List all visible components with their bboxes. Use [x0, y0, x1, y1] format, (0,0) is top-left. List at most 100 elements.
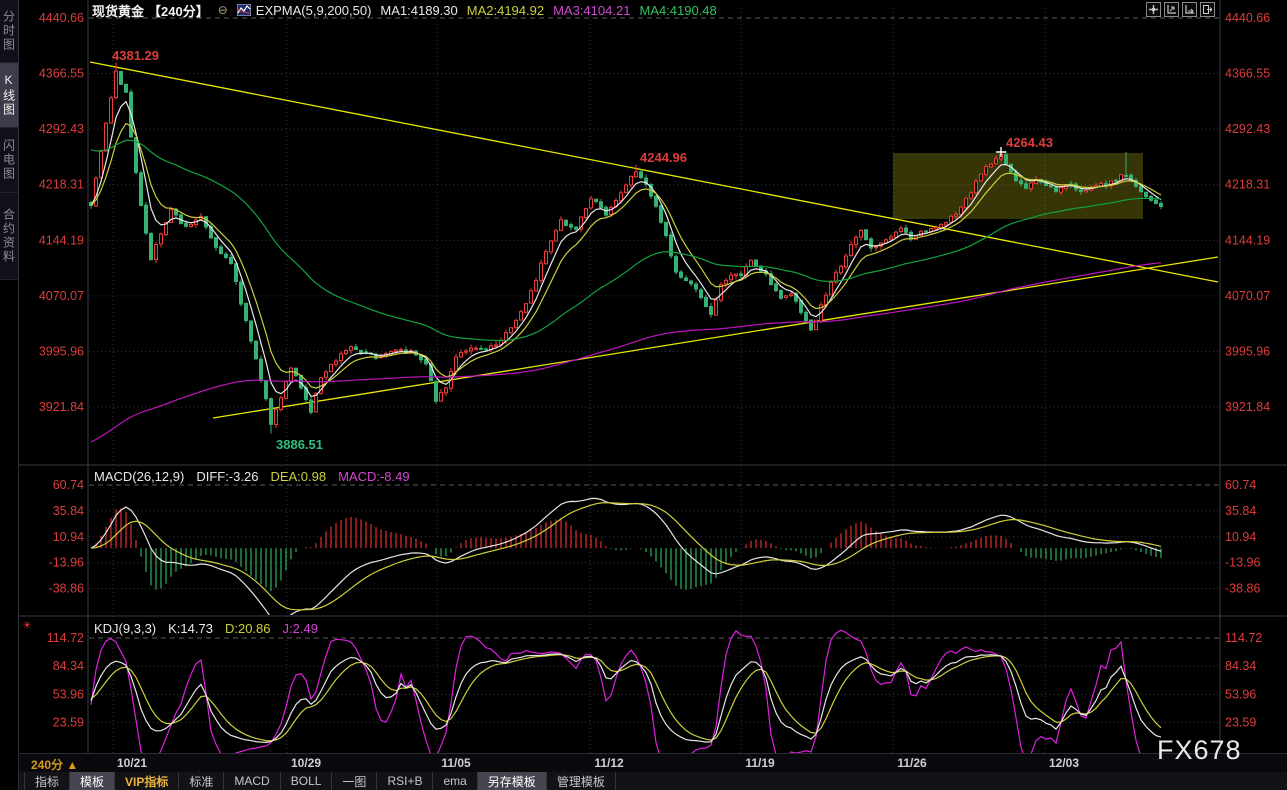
price-axis-label: 4070.07	[1225, 289, 1270, 303]
price-axis-label: 60.74	[1225, 478, 1256, 492]
price-axis-label: 4366.55	[1225, 67, 1270, 81]
macd-panel-header: MACD(26,12,9) DIFF:-3.26 DEA:0.98 MACD:-…	[94, 469, 410, 484]
price-axis-label: 4218.31	[1225, 178, 1270, 192]
price-annotation: 4264.43	[1006, 135, 1053, 150]
candlesticks[interactable]	[89, 62, 1163, 434]
x-axis-label: 11/26	[897, 756, 927, 770]
price-axis-label: 4292.43	[39, 122, 84, 136]
period-dropdown-arrow-icon: ▲	[66, 758, 79, 772]
price-axis-label: 3921.84	[1225, 400, 1270, 414]
toolbar-tab-manage-template[interactable]: 管理模板	[547, 772, 616, 790]
kdj-plot	[90, 629, 1162, 753]
toolbar-tab-macd[interactable]: MACD	[224, 772, 281, 790]
gridlines	[19, 0, 1287, 753]
price-axis-label: 53.96	[53, 687, 84, 701]
trendlines[interactable]	[89, 61, 1219, 419]
symbol-name: 现货黄金	[92, 3, 145, 19]
toolbar-tab-vip-indicator[interactable]: VIP指标	[115, 772, 180, 790]
toolbar-tab-boll[interactable]: BOLL	[281, 772, 333, 790]
ma4-value: MA4:4190.48	[639, 2, 717, 18]
chart-header: 现货黄金 【240分】 ⊖ EXPMA(5,9,200,50) MA1:4189…	[92, 1, 717, 19]
price-axis-label: 10.94	[1225, 530, 1256, 544]
x-axis-label: 12/03	[1048, 756, 1080, 770]
chart-tools	[1146, 2, 1215, 17]
play-axes-icon[interactable]	[1182, 2, 1197, 17]
price-axis-label: 114.72	[1225, 631, 1262, 645]
toolbar-tab-onechart[interactable]: 一图	[332, 772, 378, 790]
price-axis-label: 4440.66	[1225, 11, 1270, 25]
toolbar-tab-rsib[interactable]: RSI+B	[377, 772, 434, 790]
price-axis-label: 114.72	[47, 631, 84, 645]
price-axis-label: 3921.84	[39, 400, 84, 414]
indicator-settings-icon[interactable]: ☀	[22, 620, 32, 632]
ma3-value: MA3:4104.21	[553, 2, 631, 18]
price-annotation: 3886.51	[276, 437, 323, 452]
time-axis: 240分 ▲ 10/21 10/29 11/05 11/12 11/19 11/26 12/…	[19, 753, 1287, 773]
toolbar-tab-template[interactable]: 模板	[70, 772, 116, 790]
price-axis-label: 53.96	[1225, 687, 1256, 701]
price-axis-label: 4144.19	[1225, 233, 1270, 247]
macd-hist-value: MACD:-8.49	[338, 469, 410, 484]
x-axis-label: 11/19	[745, 756, 775, 770]
price-axis-label: -38.86	[49, 582, 84, 596]
macd-diff-value: DIFF:-3.26	[196, 469, 259, 484]
price-axis-label: 3995.96	[39, 344, 84, 358]
toolbar-tab-ema[interactable]: ema	[433, 772, 478, 790]
macd-plot	[90, 497, 1162, 615]
indicator-name[interactable]: EXPMA(5,9,200,50)	[255, 2, 372, 18]
price-annotation: 4381.29	[112, 48, 159, 63]
price-annotation: 4244.96	[640, 150, 687, 165]
toolbar-tab-save-template[interactable]: 另存模板	[477, 772, 547, 790]
sidebar-filler	[0, 280, 18, 790]
exit-chart-icon[interactable]	[1200, 2, 1215, 17]
price-axis-label: 4144.19	[39, 233, 84, 247]
kdj-k-value: K:14.73	[168, 621, 213, 636]
kdj-d-value: D:20.86	[224, 621, 271, 636]
chart-type-sidebar: 分时图 K线图 闪电图 合约资料	[0, 0, 19, 790]
collapse-icon[interactable]: ⊖	[217, 3, 228, 17]
price-axis-label: 4218.31	[39, 178, 84, 192]
price-axis-label: 4070.07	[39, 289, 84, 303]
fx678-watermark: FX678	[1157, 735, 1242, 765]
mini-chart-icon	[236, 4, 251, 16]
price-axis-label: -13.96	[49, 556, 84, 570]
ma1-value: MA1:4189.30	[380, 2, 458, 18]
price-axis-label: 4440.66	[39, 11, 84, 25]
sidebar-tab-kline[interactable]: K线图	[0, 63, 18, 128]
price-axis-label: 35.84	[1225, 504, 1256, 518]
peak-cross-marker	[996, 147, 1006, 157]
macd-dea-value: DEA:0.98	[270, 469, 327, 484]
price-axis-label: 4292.43	[1225, 122, 1270, 136]
price-axis-label: -38.86	[1225, 582, 1260, 596]
toolbar-tab-indicator[interactable]: 指标	[24, 772, 71, 790]
toolbar-tab-standard[interactable]: 标准	[179, 772, 225, 790]
price-axis-label: 4366.55	[39, 67, 84, 81]
sidebar-tab-lightning[interactable]: 闪电图	[0, 128, 18, 193]
price-axis-label: 10.94	[53, 530, 84, 544]
price-annotations: 4381.29 4244.96 4264.43 3886.51	[112, 48, 1053, 452]
period-label: 【240分】	[148, 3, 209, 19]
price-axis-label: -13.96	[1225, 556, 1260, 570]
sidebar-tab-timeline[interactable]: 分时图	[0, 0, 18, 63]
price-axis-label: 84.34	[1225, 659, 1256, 673]
x-axis-label: 11/12	[594, 756, 624, 770]
macd-title[interactable]: MACD(26,12,9)	[94, 469, 185, 484]
pan-crosshair-icon[interactable]	[1146, 2, 1161, 17]
kdj-panel-header: KDJ(9,3,3) K:14.73 D:20.86 J:2.49	[94, 621, 318, 636]
expma-lines	[90, 100, 1162, 443]
kdj-j-value: J:2.49	[282, 621, 318, 636]
price-axis-label: 84.34	[53, 659, 84, 673]
price-axis-label: 35.84	[53, 504, 84, 518]
x-axis-label: 10/21	[116, 756, 148, 770]
period-selector-button[interactable]: 240分 ▲	[31, 756, 78, 773]
zoom-axes-icon[interactable]	[1164, 2, 1179, 17]
price-axis-label: 23.59	[53, 716, 84, 730]
x-axis-label: 11/05	[441, 756, 471, 770]
kdj-title[interactable]: KDJ(9,3,3)	[94, 621, 157, 636]
axis-labels: 4440.66 4440.66 4366.55 4366.55 4292.43 4292.…	[39, 11, 1270, 730]
price-axis-label: 3995.96	[1225, 344, 1270, 358]
sidebar-tab-contract-info[interactable]: 合约资料	[0, 193, 18, 280]
price-axis-label: 60.74	[53, 478, 84, 492]
